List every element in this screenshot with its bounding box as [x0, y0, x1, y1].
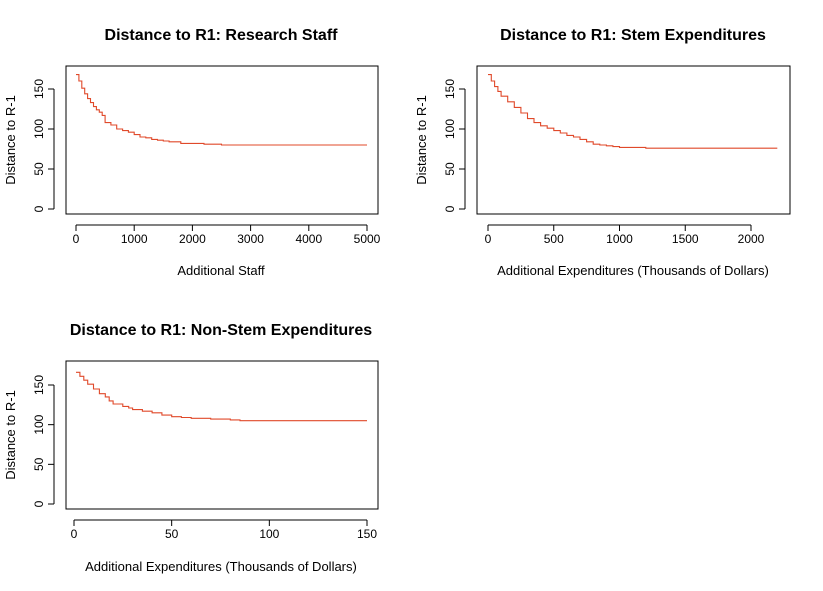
- x-axis: 0 1000 2000 3000 4000 5000: [73, 224, 381, 246]
- plot-frame: [65, 360, 379, 510]
- x-tick-label: 500: [544, 232, 564, 246]
- y-tick-label: 100: [32, 119, 46, 139]
- y-tick-label: 100: [32, 414, 46, 434]
- y-tick-label: 100: [443, 119, 457, 139]
- plot-frame: [476, 65, 791, 215]
- x-tick-label: 1000: [606, 232, 633, 246]
- panel-non-stem-expenditures: Distance to R1: Non-Stem Expenditures 0 5…: [3, 322, 379, 574]
- panel-research-staff: Distance to R1: Research Staff 0 1000 2000…: [3, 27, 381, 278]
- x-tick-label: 1000: [121, 232, 148, 246]
- x-axis-label: Additional Staff: [177, 263, 265, 278]
- plot-frame: [65, 65, 379, 215]
- x-tick-label: 4000: [295, 232, 322, 246]
- y-tick-label: 0: [32, 500, 46, 507]
- y-tick-label: 50: [32, 162, 46, 176]
- x-axis-label: Additional Expenditures (Thousands of Do…: [85, 559, 357, 574]
- x-tick-label: 2000: [179, 232, 206, 246]
- x-tick-label: 3000: [237, 232, 264, 246]
- y-tick-label: 150: [443, 79, 457, 99]
- chart-title: Distance to R1: Stem Expenditures: [500, 27, 766, 44]
- y-tick-label: 0: [32, 205, 46, 212]
- series-line: [76, 74, 367, 146]
- x-tick-label: 0: [73, 232, 80, 246]
- x-axis: 0 500 1000 1500 2000: [485, 224, 765, 246]
- x-tick-label: 50: [165, 527, 179, 541]
- panel-stem-expenditures: Distance to R1: Stem Expenditures 0 500 10…: [414, 27, 791, 278]
- y-tick-label: 150: [32, 79, 46, 99]
- y-axis: 0 50 100 150: [443, 79, 466, 212]
- chart-title: Distance to R1: Non-Stem Expenditures: [70, 322, 372, 339]
- x-axis: 0 50 100 150: [71, 519, 377, 541]
- x-tick-label: 0: [485, 232, 492, 246]
- x-tick-label: 1500: [672, 232, 699, 246]
- series-line: [76, 371, 367, 422]
- x-tick-label: 2000: [738, 232, 765, 246]
- y-tick-label: 50: [32, 457, 46, 471]
- y-tick-label: 150: [32, 375, 46, 395]
- y-axis: 0 50 100 150: [32, 79, 55, 212]
- y-axis-label: Distance to R-1: [3, 95, 18, 185]
- x-tick-label: 0: [71, 527, 78, 541]
- y-tick-label: 0: [443, 205, 457, 212]
- series-line: [488, 74, 778, 149]
- x-tick-label: 150: [357, 527, 377, 541]
- x-tick-label: 100: [259, 527, 279, 541]
- y-axis: 0 50 100 150: [32, 375, 55, 507]
- chart-title: Distance to R1: Research Staff: [105, 27, 339, 44]
- x-tick-label: 5000: [354, 232, 381, 246]
- y-axis-label: Distance to R-1: [3, 390, 18, 480]
- x-axis-label: Additional Expenditures (Thousands of Do…: [497, 263, 769, 278]
- y-axis-label: Distance to R-1: [414, 95, 429, 185]
- y-tick-label: 50: [443, 162, 457, 176]
